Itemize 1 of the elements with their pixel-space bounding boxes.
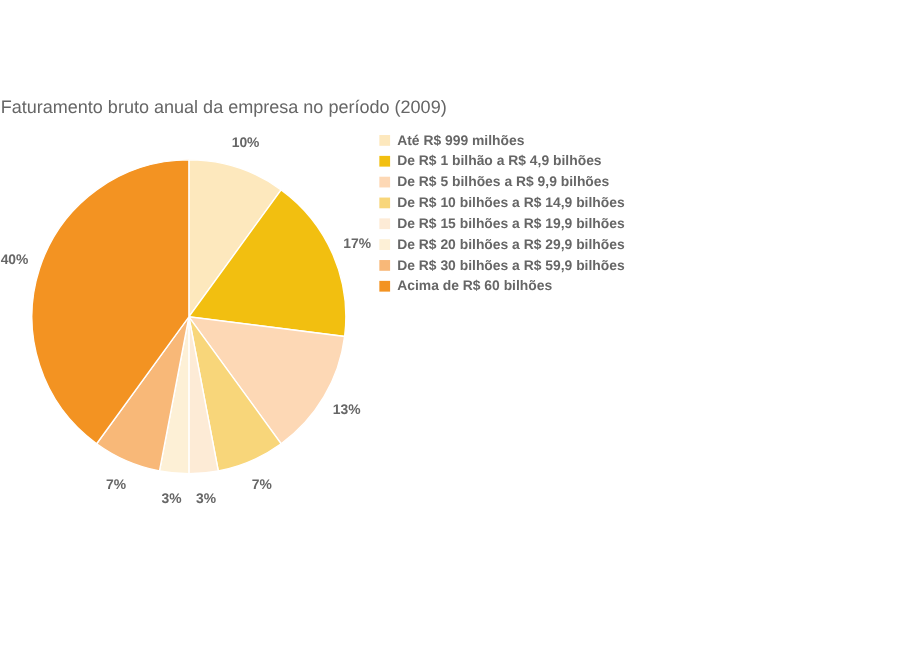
chart-title: Faturamento bruto anual da empresa no período (2009) [0, 96, 447, 117]
